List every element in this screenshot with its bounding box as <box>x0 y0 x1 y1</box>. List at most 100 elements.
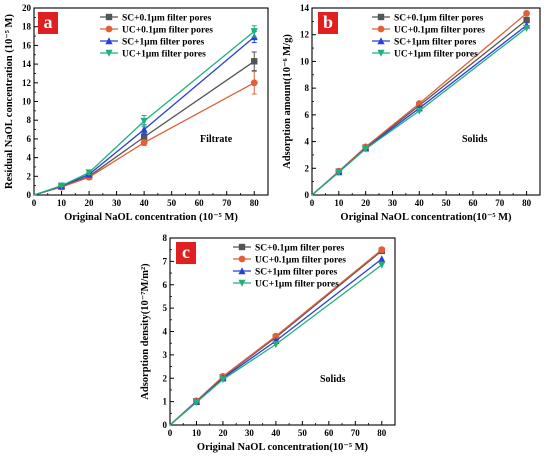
legend-label: SC+1μm filter pores <box>394 38 477 48</box>
x-tick-label: 80 <box>250 198 260 208</box>
x-tick-label: 50 <box>298 428 308 438</box>
panel-c: 0 10 20 30 40 50 60 70 80 0 1 2 3 4 5 6 7 8 Original NaOL … <box>140 233 396 453</box>
legend-label: UC+1μm filter pores <box>255 280 339 290</box>
legend-label: UC+0.1μm filter pores <box>394 26 485 36</box>
data-point <box>85 169 93 177</box>
data-point <box>415 100 423 107</box>
data-point <box>272 332 280 340</box>
y-tick-label: 6 <box>27 134 32 144</box>
series-3 <box>169 261 386 426</box>
plot-frame <box>33 7 269 196</box>
legend-label: SC+1μm filter pores <box>122 38 205 48</box>
legend-marker <box>238 267 246 275</box>
legend-label: SC+0.1μm filter pores <box>122 14 212 24</box>
data-point <box>378 246 386 254</box>
x-tick-label: 20 <box>361 198 371 208</box>
legend-marker <box>105 49 113 57</box>
data-point <box>250 28 258 36</box>
panel-annotation: Filtrate <box>200 134 233 145</box>
series-3 <box>311 24 531 196</box>
data-point <box>140 117 148 125</box>
legend-label: UC+0.1μm filter pores <box>255 256 346 266</box>
y-tick-label: 4 <box>163 327 168 337</box>
y-tick-label: 6 <box>305 110 310 120</box>
y-tick-label: 2 <box>27 171 32 181</box>
x-tick-label: 50 <box>167 198 177 208</box>
data-point <box>523 9 530 17</box>
legend-marker <box>105 25 113 33</box>
x-tick-label: 70 <box>495 198 505 208</box>
y-tick-label: 12 <box>22 78 32 88</box>
x-tick-label: 40 <box>415 198 425 208</box>
panel-badge <box>176 242 196 264</box>
series-0 <box>33 51 258 196</box>
legend-marker <box>377 49 385 57</box>
y-tick-label: 12 <box>300 30 310 40</box>
legend-marker <box>377 37 385 45</box>
panel-letter: b <box>323 12 333 32</box>
y-tick-label: 0 <box>27 190 32 200</box>
panel-b: 0 10 20 30 40 50 60 70 80 0 2 4 6 8 10 12 14 Original NaO… <box>282 3 541 223</box>
x-tick-label: 60 <box>468 198 478 208</box>
legend-marker <box>238 255 246 263</box>
x-tick-label: 30 <box>245 428 255 438</box>
series-3 <box>33 25 258 196</box>
y-tick-label: 0 <box>305 190 310 200</box>
legend-label: UC+1μm filter pores <box>122 50 206 60</box>
data-point <box>362 145 370 153</box>
data-point <box>522 24 531 32</box>
x-axis-title: Original NaOL concentration(10⁻⁵ M) <box>340 212 512 223</box>
x-tick-label: 70 <box>222 198 232 208</box>
data-point <box>57 182 66 190</box>
y-tick-label: 1 <box>163 397 168 407</box>
y-tick-label: 5 <box>163 303 168 313</box>
legend-marker <box>105 13 113 21</box>
x-tick-label: 10 <box>334 198 344 208</box>
x-tick-label: 60 <box>195 198 205 208</box>
x-tick-label: 10 <box>57 198 67 208</box>
y-tick-label: 7 <box>163 256 168 266</box>
legend-marker <box>105 37 113 45</box>
data-point <box>251 58 258 65</box>
data-point <box>335 169 343 177</box>
y-tick-label: 14 <box>22 59 32 69</box>
data-point <box>523 16 530 24</box>
y-axis-title: Adsorption amount(10⁻⁶ M/g) <box>282 34 293 169</box>
x-tick-label: 20 <box>85 198 95 208</box>
x-tick-label: 10 <box>192 428 202 438</box>
y-tick-label: 0 <box>163 420 168 430</box>
data-point <box>140 133 148 141</box>
x-tick-label: 40 <box>140 198 150 208</box>
y-tick-label: 2 <box>305 163 310 173</box>
data-point <box>378 255 386 263</box>
y-axis-title: Adsorption density(10⁻⁷M/m²) <box>140 263 151 400</box>
y-tick-label: 10 <box>300 56 310 66</box>
y-tick-label: 20 <box>22 3 32 13</box>
data-point <box>140 125 148 133</box>
legend: SC+0.1μm filter pores UC+0.1μm filter por… <box>372 14 485 60</box>
y-tick-label: 4 <box>27 153 32 163</box>
data-point <box>272 341 280 349</box>
data-point <box>140 139 148 147</box>
y-tick-label: 2 <box>163 373 168 383</box>
panel-annotation: Solids <box>462 134 488 145</box>
panel-badge <box>318 12 338 34</box>
data-point <box>219 376 227 384</box>
y-tick-label: 4 <box>305 137 310 147</box>
legend: SC+0.1μm filter pores UC+0.1μm filter por… <box>100 14 213 60</box>
x-tick-label: 70 <box>351 428 361 438</box>
y-tick-label: 14 <box>300 3 310 13</box>
panel-letter: c <box>182 242 190 262</box>
legend-label: SC+0.1μm filter pores <box>255 244 345 254</box>
legend-marker <box>377 25 385 33</box>
x-axis-title: Original NaOL concentration(10⁻⁵ M) <box>197 442 369 453</box>
y-tick-label: 16 <box>22 40 32 50</box>
legend-label: UC+0.1μm filter pores <box>122 26 213 36</box>
legend-marker <box>238 279 246 287</box>
y-tick-label: 8 <box>163 233 168 243</box>
panel-annotation: Solids <box>320 374 346 385</box>
legend-marker <box>238 243 246 251</box>
x-tick-label: 80 <box>522 198 532 208</box>
